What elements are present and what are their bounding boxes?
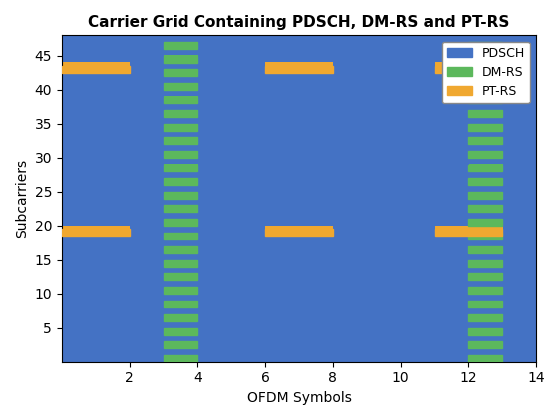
Bar xyxy=(62,229,130,236)
Bar xyxy=(164,233,198,239)
Bar xyxy=(468,205,502,212)
Bar xyxy=(468,42,502,49)
Bar xyxy=(164,246,198,253)
Bar xyxy=(62,66,130,73)
Bar xyxy=(164,328,198,334)
Legend: PDSCH, DM-RS, PT-RS: PDSCH, DM-RS, PT-RS xyxy=(442,42,530,103)
Bar xyxy=(468,233,502,239)
Bar xyxy=(468,341,502,348)
Bar xyxy=(164,341,198,348)
Bar xyxy=(164,219,198,226)
Bar xyxy=(164,69,198,76)
Bar xyxy=(435,66,502,73)
Bar xyxy=(164,355,198,362)
Bar xyxy=(468,314,502,321)
Bar xyxy=(468,328,502,334)
Bar xyxy=(468,110,502,117)
Bar xyxy=(164,97,198,103)
Bar xyxy=(164,178,198,185)
Bar xyxy=(164,151,198,158)
Bar xyxy=(164,110,198,117)
Bar xyxy=(164,42,198,49)
Bar xyxy=(468,178,502,185)
Bar xyxy=(468,219,502,226)
Bar xyxy=(468,83,502,90)
Bar xyxy=(164,273,198,280)
Bar xyxy=(468,137,502,144)
Bar xyxy=(164,124,198,131)
Bar xyxy=(468,69,502,76)
Bar xyxy=(164,83,198,90)
Bar xyxy=(435,229,502,236)
Bar xyxy=(164,301,198,307)
Title: Carrier Grid Containing PDSCH, DM-RS and PT-RS: Carrier Grid Containing PDSCH, DM-RS and… xyxy=(88,15,510,30)
Bar xyxy=(468,151,502,158)
Bar xyxy=(468,273,502,280)
Bar xyxy=(164,192,198,199)
Bar xyxy=(468,301,502,307)
Bar xyxy=(468,260,502,267)
Y-axis label: Subcarriers: Subcarriers xyxy=(15,159,29,238)
Bar xyxy=(265,229,333,236)
Bar xyxy=(164,205,198,212)
Bar xyxy=(164,165,198,171)
Bar xyxy=(468,287,502,294)
Bar xyxy=(164,260,198,267)
Bar xyxy=(164,314,198,321)
Bar xyxy=(468,124,502,131)
Bar xyxy=(468,192,502,199)
Bar xyxy=(164,137,198,144)
Bar xyxy=(468,246,502,253)
Bar xyxy=(468,165,502,171)
X-axis label: OFDM Symbols: OFDM Symbols xyxy=(246,391,352,405)
Bar xyxy=(164,287,198,294)
Bar xyxy=(468,97,502,103)
Bar xyxy=(265,66,333,73)
Bar xyxy=(468,355,502,362)
Bar xyxy=(164,56,198,63)
Bar xyxy=(468,56,502,63)
